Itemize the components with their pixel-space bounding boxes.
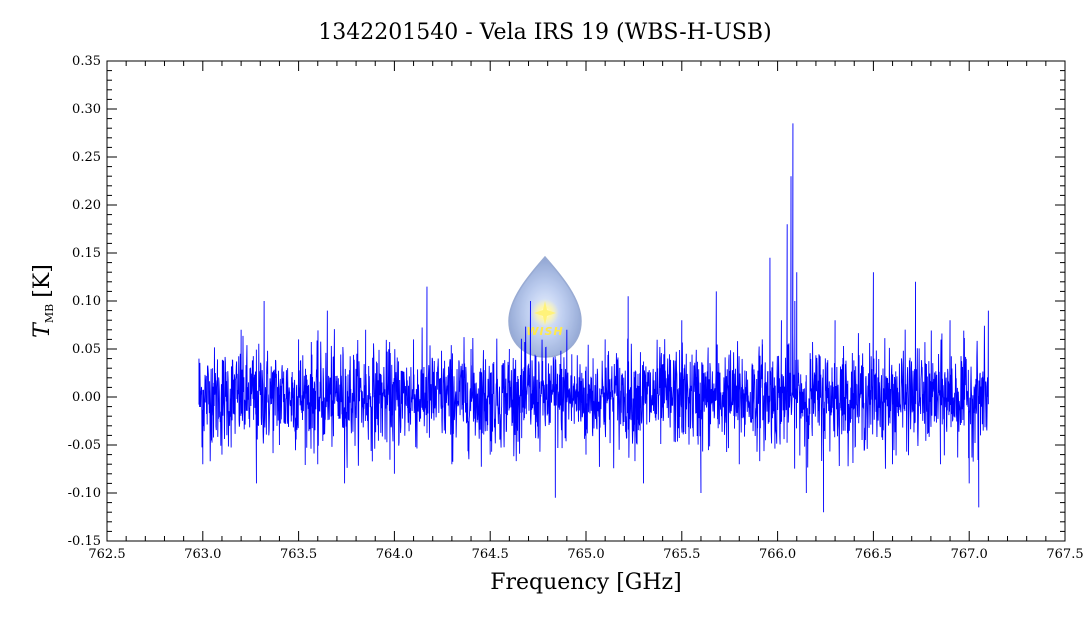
y-tick-label: -0.15 bbox=[68, 534, 101, 549]
axis-ticks bbox=[106, 60, 1066, 542]
x-tick-label: 766.5 bbox=[855, 547, 892, 562]
x-tick-label: 763.0 bbox=[184, 547, 221, 562]
x-tick-label: 764.0 bbox=[376, 547, 413, 562]
x-tick-label: 765.0 bbox=[567, 547, 604, 562]
y-axis-label-unit: [K] bbox=[30, 264, 55, 298]
logo-text: WISH bbox=[526, 325, 563, 338]
plot-frame bbox=[106, 60, 1066, 542]
x-tick-label: 763.5 bbox=[280, 547, 317, 562]
x-tick-labels: 762.5 763.0 763.5 764.0 764.5 765.0 765.5 766.0… bbox=[88, 547, 1083, 562]
y-tick-labels: -0.15 -0.10 -0.05 0.00 0.05 0.10 0.15 0.20 0.25 0… bbox=[68, 54, 101, 549]
y-tick-label: 0.10 bbox=[72, 294, 101, 309]
x-tick-label: 766.0 bbox=[759, 547, 796, 562]
spectrum-line bbox=[198, 123, 989, 513]
y-tick-label: 0.25 bbox=[72, 150, 101, 165]
chart-title: 1342201540 - Vela IRS 19 (WBS-H-USB) bbox=[318, 20, 771, 45]
y-tick-label: 0.00 bbox=[72, 390, 101, 405]
y-tick-label: 0.15 bbox=[72, 246, 101, 261]
wish-logo: WISH bbox=[508, 255, 582, 358]
y-axis-label: TMB [K] bbox=[30, 264, 56, 338]
x-tick-label: 762.5 bbox=[88, 547, 125, 562]
y-axis-label-main: T bbox=[30, 321, 55, 338]
y-tick-label: 0.05 bbox=[72, 342, 101, 357]
x-axis-label: Frequency [GHz] bbox=[490, 570, 682, 595]
y-tick-label: 0.35 bbox=[72, 54, 101, 69]
y-axis-label-sub: MB bbox=[43, 304, 56, 323]
y-tick-label: 0.30 bbox=[72, 102, 101, 117]
x-tick-label: 764.5 bbox=[472, 547, 509, 562]
x-tick-label: 767.5 bbox=[1046, 547, 1083, 562]
x-tick-label: 765.5 bbox=[663, 547, 700, 562]
y-tick-label: -0.05 bbox=[68, 438, 101, 453]
star-icon bbox=[534, 301, 556, 325]
y-tick-label: -0.10 bbox=[68, 486, 101, 501]
y-tick-label: 0.20 bbox=[72, 198, 101, 213]
x-tick-label: 767.0 bbox=[951, 547, 988, 562]
